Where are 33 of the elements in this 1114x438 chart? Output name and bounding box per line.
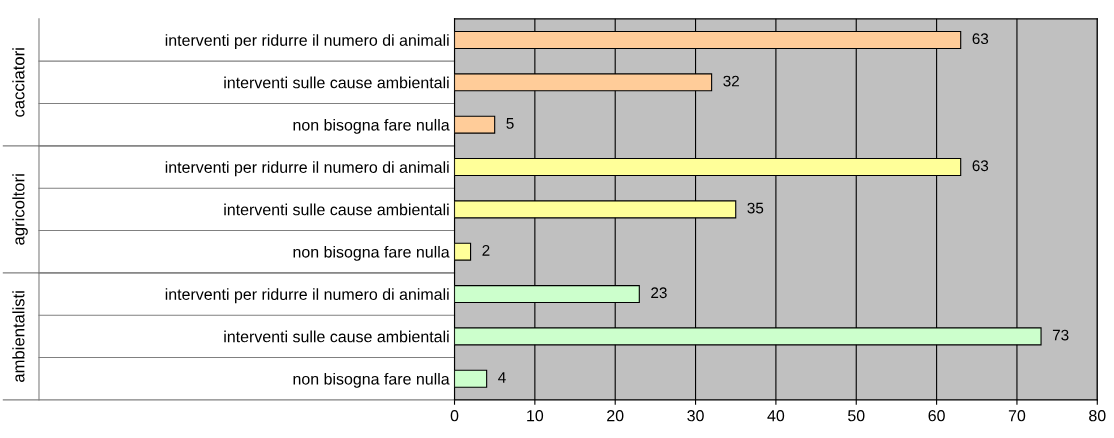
bar bbox=[454, 242, 472, 261]
y-tick-label: interventi sulle cause ambientali bbox=[224, 76, 449, 89]
x-tick-label: 60 bbox=[928, 410, 945, 422]
text: agricoltori bbox=[12, 174, 28, 245]
x-tick-label: 30 bbox=[687, 410, 704, 422]
text: cacciatori bbox=[12, 48, 25, 117]
y-tick-label: non bisogna fare nulla bbox=[293, 118, 450, 134]
text: ambientalisti bbox=[12, 291, 25, 382]
y-tick-label: interventi per ridurre il numero di animali bbox=[165, 288, 449, 304]
bar bbox=[454, 115, 496, 134]
data-label: 2 bbox=[482, 244, 490, 256]
x-tick-label: 20 bbox=[607, 410, 624, 422]
x-tick-label: 40 bbox=[767, 410, 785, 422]
x-tick-label: 10 bbox=[527, 410, 544, 422]
bar bbox=[454, 369, 488, 388]
data-label: 4 bbox=[498, 372, 506, 383]
data-label: 5 bbox=[506, 118, 514, 129]
x-tick-label: 50 bbox=[848, 410, 865, 422]
data-label: 35 bbox=[747, 202, 764, 214]
data-label: 73 bbox=[1052, 329, 1069, 341]
y-tick-label: interventi per ridurre il numero di animali bbox=[165, 34, 449, 50]
data-label: 63 bbox=[972, 33, 989, 45]
y-tick-label: interventi sulle cause ambientali bbox=[224, 203, 449, 216]
data-label: 63 bbox=[972, 160, 989, 172]
x-tick-label: 80 bbox=[1089, 410, 1106, 422]
x-tick-label: 70 bbox=[1008, 410, 1026, 422]
y-tick-label: non bisogna fare nulla bbox=[293, 245, 450, 261]
y-tick-label: interventi per ridurre il numero di animali bbox=[165, 161, 449, 177]
x-tick-label: 0 bbox=[450, 410, 459, 422]
data-label: 23 bbox=[651, 287, 667, 299]
y-tick-label: non bisogna fare nulla bbox=[293, 372, 450, 388]
data-label: 32 bbox=[723, 75, 739, 87]
y-tick-label: interventi sulle cause ambientali bbox=[224, 330, 449, 343]
